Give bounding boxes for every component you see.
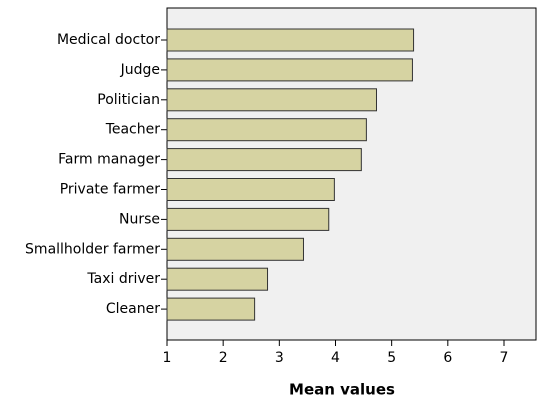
x-tick-label: 5 [387, 350, 396, 366]
bar [166, 28, 415, 52]
bar [166, 178, 335, 201]
x-tick-label: 2 [219, 350, 228, 366]
y-tick-label: Taxi driver [86, 271, 160, 287]
x-tick-label: 6 [443, 350, 452, 366]
bar [166, 267, 269, 291]
y-tick-label: Farm manager [58, 152, 160, 168]
bar [166, 148, 362, 172]
bar [166, 237, 304, 261]
bar [166, 88, 377, 112]
y-tick-label: Private farmer [60, 182, 161, 198]
y-tick-label: Judge [120, 62, 160, 78]
y-tick-label: Nurse [119, 211, 160, 227]
x-axis-title: Mean values [289, 381, 395, 399]
y-tick-label: Smallholder farmer [25, 241, 160, 257]
bar [166, 58, 413, 82]
bar [166, 118, 367, 142]
y-tick-label: Teacher [105, 122, 161, 138]
y-tick-label: Medical doctor [57, 32, 160, 48]
x-tick-label: 4 [331, 350, 340, 366]
x-tick-label: 1 [163, 350, 172, 366]
x-tick-label: 7 [500, 350, 509, 366]
bar [166, 207, 330, 231]
y-tick-label: Cleaner [106, 301, 160, 317]
y-tick-label: Politician [97, 92, 160, 108]
bar [166, 297, 256, 321]
x-tick-label: 3 [275, 350, 284, 366]
